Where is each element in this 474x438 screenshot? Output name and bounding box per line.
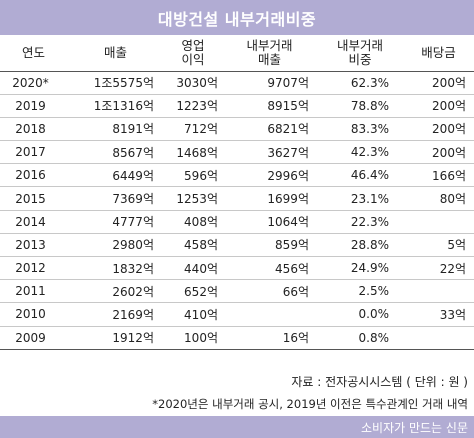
cell-internal-sales: 1699억	[222, 186, 317, 211]
cell-internal-sales: 66억	[222, 279, 317, 304]
cell-internal-ratio: 22.3%	[317, 210, 403, 234]
cell-internal-ratio: 0.8%	[317, 326, 403, 350]
cell-year: 2015	[0, 186, 67, 211]
cell-dividend	[403, 210, 474, 234]
table-row: 2009 1912억 100억 16억 0.8%	[0, 326, 474, 350]
cell-dividend: 22억	[403, 256, 474, 281]
cell-sales: 4777억	[67, 210, 164, 234]
table-row: 2012 1832억 440억 456억 24.9% 22억	[0, 256, 474, 281]
header-dividend: 배당금	[403, 35, 474, 72]
cell-internal-sales: 6821억	[222, 117, 317, 142]
cell-year: 2018	[0, 117, 67, 142]
header-sales: 매출	[67, 35, 164, 72]
cell-sales: 7369억	[67, 186, 164, 211]
cell-sales: 1조5575억	[67, 71, 164, 95]
cell-internal-ratio: 78.8%	[317, 94, 403, 118]
cell-sales: 1832억	[67, 256, 164, 281]
cell-sales: 2169억	[67, 302, 164, 327]
cell-dividend: 33억	[403, 302, 474, 327]
table-row: 2010 2169억 410억 0.0% 33억	[0, 302, 474, 327]
cell-internal-sales: 3627억	[222, 140, 317, 165]
table-row: 2019 1조1316억 1223억 8915억 78.8% 200억	[0, 94, 474, 118]
cell-year: 2012	[0, 256, 67, 281]
cell-internal-ratio: 23.1%	[317, 186, 403, 211]
cell-operating-income: 440억	[164, 256, 222, 281]
cell-year: 2014	[0, 210, 67, 234]
table-row: 2016 6449억 596억 2996억 46.4% 166억	[0, 163, 474, 188]
cell-operating-income: 3030억	[164, 71, 222, 95]
cell-dividend: 166억	[403, 163, 474, 188]
cell-internal-ratio: 46.4%	[317, 163, 403, 188]
cell-dividend: 200억	[403, 140, 474, 165]
header-row: 연도 매출 영업 이익 내부거래 매출 내부거래 비중 배당금	[0, 35, 474, 72]
table-row: 2018 8191억 712억 6821억 83.3% 200억	[0, 117, 474, 142]
cell-operating-income: 100억	[164, 326, 222, 350]
cell-sales: 6449억	[67, 163, 164, 188]
table-body: 2020* 1조5575억 3030억 9707억 62.3% 200억 2019 1조131…	[0, 71, 474, 350]
cell-internal-sales: 456억	[222, 256, 317, 281]
table-row: 2014 4777억 408억 1064억 22.3%	[0, 210, 474, 234]
cell-internal-ratio: 0.0%	[317, 302, 403, 327]
cell-internal-sales: 9707억	[222, 71, 317, 95]
cell-internal-sales: 16억	[222, 326, 317, 350]
cell-year: 2016	[0, 163, 67, 188]
table-row: 2020* 1조5575억 3030억 9707억 62.3% 200억	[0, 71, 474, 95]
cell-operating-income: 410억	[164, 302, 222, 327]
cell-year: 2019	[0, 94, 67, 118]
cell-sales: 2602억	[67, 279, 164, 304]
footer-slogan: 소비자가 만드는 신문	[361, 420, 468, 435]
cell-sales: 1912억	[67, 326, 164, 350]
cell-year: 2017	[0, 140, 67, 165]
cell-sales: 1조1316억	[67, 94, 164, 118]
cell-internal-sales: 1064억	[222, 210, 317, 234]
cell-operating-income: 1223억	[164, 94, 222, 118]
cell-internal-ratio: 28.8%	[317, 233, 403, 258]
cell-internal-ratio: 24.9%	[317, 256, 403, 281]
cell-dividend: 80억	[403, 186, 474, 211]
cell-internal-sales: 8915억	[222, 94, 317, 118]
cell-internal-sales	[222, 302, 317, 327]
cell-operating-income: 1253억	[164, 186, 222, 211]
cell-operating-income: 596억	[164, 163, 222, 188]
cell-operating-income: 458억	[164, 233, 222, 258]
cell-year: 2020*	[0, 71, 67, 95]
cell-operating-income: 1468억	[164, 140, 222, 165]
cell-sales: 2980억	[67, 233, 164, 258]
cell-dividend	[403, 279, 474, 304]
source-note: 자료 : 전자공시시스템 ( 단위 : 원 )	[291, 375, 468, 389]
cell-internal-ratio: 62.3%	[317, 71, 403, 95]
cell-dividend: 5억	[403, 233, 474, 258]
cell-operating-income: 652억	[164, 279, 222, 304]
cell-dividend: 200억	[403, 117, 474, 142]
cell-sales: 8191억	[67, 117, 164, 142]
table-row: 2017 8567억 1468억 3627억 42.3% 200억	[0, 140, 474, 165]
cell-year: 2013	[0, 233, 67, 258]
cell-internal-sales: 859억	[222, 233, 317, 258]
cell-internal-sales: 2996억	[222, 163, 317, 188]
internal-trade-table: 연도 매출 영업 이익 내부거래 매출 내부거래 비중 배당금 2020* 1조5…	[0, 35, 474, 350]
cell-dividend: 200억	[403, 94, 474, 118]
title-bar: 대방건설 내부거래비중	[0, 0, 474, 35]
cell-operating-income: 712억	[164, 117, 222, 142]
header-operating-income: 영업 이익	[164, 35, 222, 72]
cell-year: 2011	[0, 279, 67, 304]
header-internal-ratio: 내부거래 비중	[317, 35, 403, 72]
cell-year: 2009	[0, 326, 67, 350]
cell-sales: 8567억	[67, 140, 164, 165]
cell-dividend	[403, 326, 474, 350]
footnote: *2020년은 내부거래 공시, 2019년 이전은 특수관계인 거래 내역	[152, 397, 468, 411]
cell-internal-ratio: 2.5%	[317, 279, 403, 304]
header-internal-sales: 내부거래 매출	[222, 35, 317, 72]
table-row: 2015 7369억 1253억 1699억 23.1% 80억	[0, 186, 474, 211]
cell-year: 2010	[0, 302, 67, 327]
cell-dividend: 200억	[403, 71, 474, 95]
table-row: 2013 2980억 458억 859억 28.8% 5억	[0, 233, 474, 258]
footer-bar: 소비자가 만드는 신문	[0, 416, 474, 438]
header-year: 연도	[0, 35, 67, 72]
cell-operating-income: 408억	[164, 210, 222, 234]
cell-internal-ratio: 83.3%	[317, 117, 403, 142]
cell-internal-ratio: 42.3%	[317, 140, 403, 165]
table-row: 2011 2602억 652억 66억 2.5%	[0, 279, 474, 304]
table-title: 대방건설 내부거래비중	[157, 9, 317, 29]
